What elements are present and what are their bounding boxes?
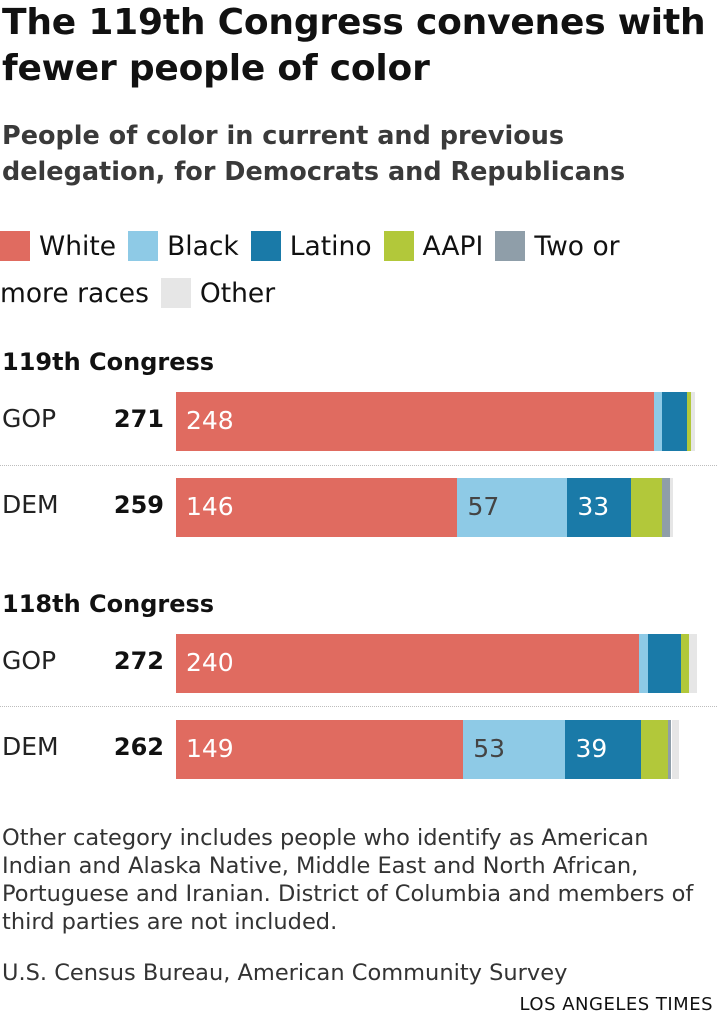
bar-segment-other — [671, 720, 680, 779]
legend-item: Two or — [495, 230, 620, 262]
bar-value-label: 33 — [577, 492, 610, 521]
bar-segment-two-or-more-races — [667, 720, 672, 779]
legend-label: White — [39, 230, 117, 262]
bar-segment-white: 146 — [176, 478, 458, 537]
legend-item: Black — [128, 231, 239, 262]
bar-segment-aapi — [686, 392, 691, 451]
chart-title: The 119th Congress convenes with fewer p… — [2, 2, 706, 89]
bar-segment-other — [669, 478, 674, 537]
legend-item: more races — [0, 278, 149, 309]
party-total: 259 — [113, 491, 164, 519]
row-divider — [0, 706, 717, 707]
bar-segment-latino: 33 — [567, 478, 632, 537]
bar-value-label: 146 — [186, 492, 234, 521]
legend-row: White Black Latino AAPI Two or — [0, 229, 632, 263]
bar-segment-white: 240 — [176, 634, 639, 693]
legend-label: Black — [167, 230, 239, 262]
bar-value-label: 240 — [186, 648, 234, 677]
party-label: DEM — [2, 732, 59, 761]
bar-segment-black — [638, 634, 649, 693]
party-total: 262 — [113, 733, 164, 761]
legend-swatch — [383, 231, 414, 261]
legend-swatch — [0, 231, 30, 261]
bar-value-label: 248 — [186, 406, 234, 435]
legend-swatch — [495, 231, 526, 261]
legend-item: Latino — [250, 230, 372, 262]
legend-label: more races — [0, 277, 149, 309]
legend-swatch — [160, 278, 191, 308]
legend-swatch — [128, 231, 159, 261]
legend-label: Two or — [534, 230, 620, 262]
bar-segment-aapi — [681, 634, 689, 693]
party-total: 272 — [113, 647, 164, 675]
legend-label: Other — [199, 277, 276, 309]
bar-segment-white: 248 — [176, 392, 655, 451]
bar-value-label: 53 — [473, 734, 506, 763]
bar-segment-latino — [648, 634, 682, 693]
party-label: GOP — [2, 404, 57, 433]
bar-segment-black: 57 — [457, 478, 568, 537]
bar-segment-two-or-more-races — [661, 478, 670, 537]
footnote: Other category includes people who ident… — [2, 825, 694, 935]
legend-item: Other — [160, 277, 276, 309]
bar-segment-latino: 39 — [565, 720, 641, 779]
source-line: U.S. Census Bureau, American Community S… — [2, 960, 568, 986]
legend-row: more races Other — [0, 276, 287, 310]
party-label: DEM — [2, 490, 59, 519]
legend-label: AAPI — [422, 230, 484, 262]
chart-subtitle: People of color in current and previous … — [2, 121, 626, 187]
bar-value-label: 57 — [467, 492, 500, 521]
bar-segment-white: 149 — [176, 720, 464, 779]
row-divider — [0, 465, 717, 466]
group-title: 118th Congress — [2, 590, 215, 618]
bar-segment-aapi — [631, 478, 662, 537]
legend-item: White — [0, 231, 116, 262]
bar-segment-aapi — [640, 720, 668, 779]
bar-segment-other — [690, 392, 695, 451]
party-total: 271 — [113, 405, 164, 433]
bar-segment-black — [654, 392, 662, 451]
legend-swatch — [250, 231, 281, 261]
party-label: GOP — [2, 646, 57, 675]
legend-item: AAPI — [383, 230, 484, 262]
bar-segment-other — [688, 634, 697, 693]
bar-segment-black: 53 — [463, 720, 566, 779]
bar-value-label: 39 — [575, 734, 608, 763]
bar-value-label: 149 — [186, 734, 234, 763]
group-title: 119th Congress — [2, 348, 215, 376]
legend-label: Latino — [289, 230, 372, 262]
publisher-credit: LOS ANGELES TIMES — [519, 994, 713, 1015]
bar-segment-latino — [661, 392, 687, 451]
